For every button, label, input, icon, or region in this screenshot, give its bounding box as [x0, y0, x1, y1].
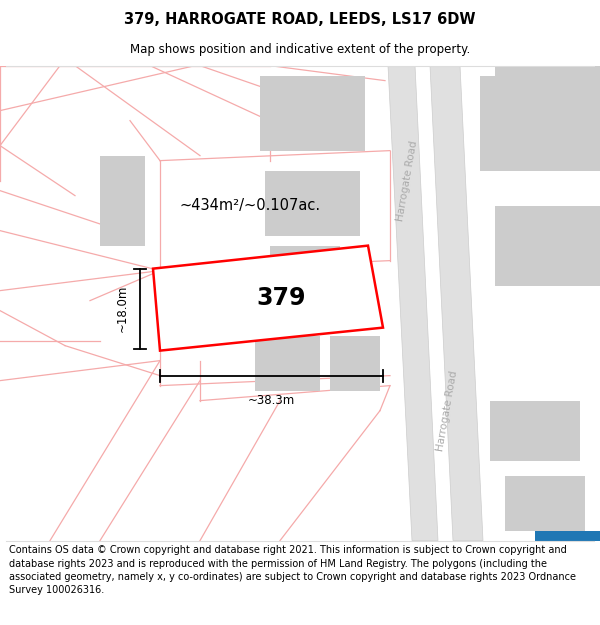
Bar: [265, 171, 360, 236]
Bar: [255, 336, 320, 391]
Text: Map shows position and indicative extent of the property.: Map shows position and indicative extent…: [130, 42, 470, 56]
Text: 379, HARROGATE ROAD, LEEDS, LS17 6DW: 379, HARROGATE ROAD, LEEDS, LS17 6DW: [124, 12, 476, 27]
Text: ~38.3m: ~38.3m: [248, 394, 295, 407]
Bar: [260, 76, 365, 151]
Text: Harrogate Road: Harrogate Road: [395, 139, 419, 222]
Polygon shape: [153, 246, 383, 351]
Bar: [480, 76, 600, 171]
Text: 379: 379: [256, 286, 306, 310]
Bar: [330, 336, 380, 391]
Text: ~434m²/~0.107ac.: ~434m²/~0.107ac.: [179, 198, 320, 213]
Bar: [490, 401, 580, 461]
Text: Harrogate Road: Harrogate Road: [435, 369, 459, 452]
Bar: [495, 66, 600, 86]
Text: ~18.0m: ~18.0m: [115, 285, 128, 332]
Bar: [505, 476, 585, 531]
Polygon shape: [430, 66, 483, 541]
Bar: [535, 531, 600, 541]
Bar: [100, 156, 145, 246]
Bar: [495, 206, 600, 286]
Polygon shape: [388, 66, 438, 541]
Bar: [270, 246, 340, 286]
Text: Contains OS data © Crown copyright and database right 2021. This information is : Contains OS data © Crown copyright and d…: [9, 545, 576, 595]
